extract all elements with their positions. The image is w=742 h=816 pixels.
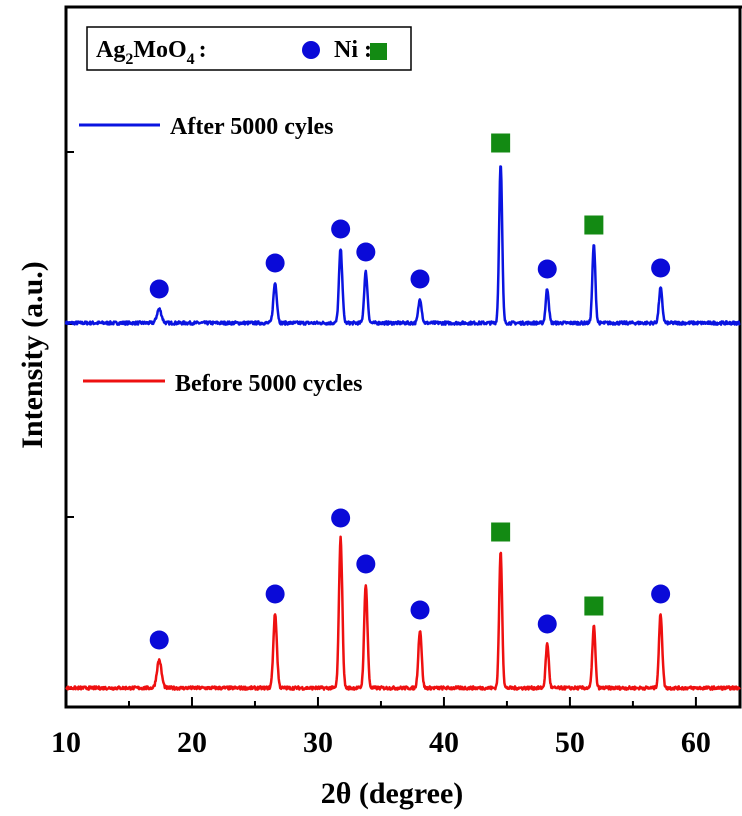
ni-peak-marker	[491, 133, 511, 153]
ag2moo4-peak-marker	[651, 584, 671, 604]
ag2moo4-peak-marker	[149, 630, 169, 650]
ag2moo4-peak-marker	[410, 600, 430, 620]
x-axis-title: 2θ (degree)	[321, 777, 464, 810]
x-tick-label: 40	[429, 726, 459, 759]
legend-before-label: Before 5000 cycles	[175, 371, 363, 397]
legend-after-label: After 5000 cyles	[170, 114, 334, 140]
series-layer	[64, 165, 741, 691]
legend-after: After 5000 cyles	[79, 114, 334, 140]
x-axis-ticks: 10 20 30 40 50 60	[51, 697, 711, 759]
legend-ni-label: Ni :	[334, 37, 372, 63]
x-tick-label: 10	[51, 726, 81, 759]
x-tick-label: 60	[681, 726, 711, 759]
x-tick-label: 20	[177, 726, 207, 759]
ag2moo4-peak-marker	[410, 269, 430, 289]
ni-peak-marker	[584, 596, 604, 616]
phase-markers	[149, 133, 671, 650]
legend-ag2moo4-circle	[302, 41, 320, 59]
plot-frame	[64, 5, 742, 709]
ag2moo4-peak-marker	[331, 219, 351, 239]
x-tick-label: 50	[555, 726, 585, 759]
legend-before: Before 5000 cycles	[83, 371, 363, 397]
legend-ni-square	[370, 43, 387, 60]
ag2moo4-peak-marker	[356, 554, 376, 574]
ag2moo4-peak-marker	[537, 259, 557, 279]
series-line-0	[64, 165, 741, 326]
ag2moo4-peak-marker	[537, 614, 557, 634]
ni-peak-marker	[491, 522, 511, 542]
ag2moo4-peak-marker	[265, 253, 285, 273]
series-line-1	[65, 535, 741, 691]
phase-legend: Ag2MoO4: Ni :	[86, 26, 412, 71]
ag2moo4-peak-marker	[356, 242, 376, 262]
phase-legend-box	[86, 26, 412, 71]
x-tick-label: 30	[303, 726, 333, 759]
y-axis-title: Intensity (a.u.)	[16, 261, 49, 449]
ag2moo4-peak-marker	[331, 508, 351, 528]
ag2moo4-peak-marker	[651, 258, 671, 278]
ag2moo4-peak-marker	[265, 584, 285, 604]
ag2moo4-peak-marker	[149, 279, 169, 299]
legend-ag2moo4-label: Ag2MoO4:	[96, 37, 207, 68]
ni-peak-marker	[584, 215, 604, 235]
